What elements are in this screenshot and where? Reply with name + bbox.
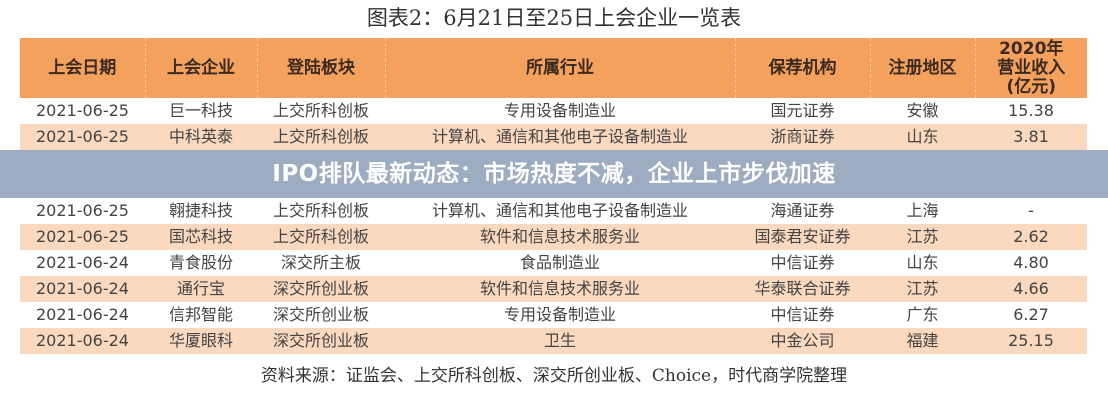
headline-banner-row: IPO排队最新动态：市场热度不减，企业上市步伐加速: [0, 150, 1108, 198]
cell-revenue: 3.81: [975, 124, 1087, 150]
table-header-row: 上会日期 上会企业 登陆板块 所属行业 保荐机构 注册地区 2020年 营业收入 (亿元): [20, 38, 1087, 98]
cell-board: 深交所创业板: [257, 276, 385, 302]
cell-region: 江苏: [870, 224, 975, 250]
headline-banner: IPO排队最新动态：市场热度不减，企业上市步伐加速: [0, 150, 1108, 198]
cell-industry: 计算机、通信和其他电子设备制造业: [385, 124, 735, 150]
cell-date: 2021-06-25: [36, 101, 129, 120]
cell-board: 上交所科创板: [257, 124, 385, 150]
cell-region: 福建: [870, 328, 975, 354]
cell-region: 安徽: [906, 101, 939, 120]
cell-region: 山东: [906, 253, 939, 272]
column-header-region: 注册地区: [869, 38, 975, 98]
cell-industry: 卫生: [385, 328, 735, 354]
cell-board: 上交所科创板: [257, 224, 385, 250]
cell-company: 巨一科技: [168, 101, 233, 120]
table-row: 2021-06-24 信邦智能 深交所创业板 专用设备制造业 中信证券 广东 6.27: [20, 302, 1087, 328]
cell-industry: 计算机、通信和其他电子设备制造业: [431, 201, 688, 220]
cell-company: 翱捷科技: [168, 201, 233, 220]
cell-date: 2021-06-24: [20, 276, 145, 302]
column-header-company: 上会企业: [144, 38, 257, 98]
cell-board: 深交所创业板: [257, 328, 385, 354]
table-title: 图表2：6月21日至25日上会企业一览表: [366, 6, 742, 30]
cell-region: 广东: [906, 305, 939, 324]
table-row: 2021-06-24 青食股份 深交所主板 食品制造业 中信证券 山东 4.80: [20, 250, 1087, 276]
cell-industry: 软件和信息技术服务业: [385, 276, 735, 302]
cell-industry: 专用设备制造业: [503, 101, 616, 120]
cell-sponsor: 华泰联合证券: [735, 276, 870, 302]
cell-sponsor: 中信证券: [770, 253, 835, 272]
cell-date: 2021-06-24: [36, 305, 129, 324]
cell-date: 2021-06-25: [36, 201, 129, 220]
headline-banner-cell: IPO排队最新动态：市场热度不减，企业上市步伐加速: [0, 150, 1108, 198]
cell-revenue: 6.27: [1013, 305, 1049, 324]
cell-date: 2021-06-25: [20, 224, 145, 250]
cell-company: 信邦智能: [168, 305, 233, 324]
cell-sponsor: 国元证券: [770, 101, 835, 120]
cell-revenue: 25.15: [975, 328, 1087, 354]
cell-date: 2021-06-25: [20, 124, 145, 150]
cell-sponsor: 中信证券: [770, 305, 835, 324]
cell-industry: 食品制造业: [519, 253, 600, 272]
cell-company: 国芯科技: [145, 224, 257, 250]
headline-text: IPO排队最新动态：市场热度不减，企业上市步伐加速: [272, 161, 836, 187]
cell-company: 青食股份: [168, 253, 233, 272]
table-row: 2021-06-25 翱捷科技 上交所科创板 计算机、通信和其他电子设备制造业 海通证券…: [20, 198, 1087, 224]
column-header-industry: 所属行业: [384, 38, 735, 98]
table-row: 2021-06-25 国芯科技 上交所科创板 软件和信息技术服务业 国泰君安证券 江苏 2.…: [20, 224, 1087, 250]
cell-sponsor: 中金公司: [735, 328, 870, 354]
cell-revenue: -: [1028, 201, 1034, 220]
column-header-sponsor: 保荐机构: [734, 38, 870, 98]
cell-sponsor: 国泰君安证券: [735, 224, 870, 250]
cell-company: 通行宝: [145, 276, 257, 302]
cell-sponsor: 浙商证券: [735, 124, 870, 150]
column-header-board: 登陆板块: [256, 38, 385, 98]
cell-company: 中科英泰: [145, 124, 257, 150]
cell-date: 2021-06-24: [36, 253, 129, 272]
table-row: 2021-06-25 中科英泰 上交所科创板 计算机、通信和其他电子设备制造业 浙商证券…: [20, 124, 1087, 150]
cell-board: 上交所科创板: [272, 101, 369, 120]
column-header-date: 上会日期: [20, 38, 145, 98]
cell-company: 华厦眼科: [145, 328, 257, 354]
column-header-revenue: 2020年 营业收入 (亿元): [974, 38, 1087, 98]
cell-board: 深交所创业板: [272, 305, 369, 324]
cell-revenue: 4.66: [975, 276, 1087, 302]
cell-revenue: 2.62: [975, 224, 1087, 250]
cell-board: 上交所科创板: [272, 201, 369, 220]
cell-sponsor: 海通证券: [770, 201, 835, 220]
cell-industry: 专用设备制造业: [503, 305, 616, 324]
table-body: 2021-06-25 巨一科技 上交所科创板 专用设备制造业 国元证券 安徽 15.38 20…: [0, 98, 1108, 354]
table-row: 2021-06-24 华厦眼科 深交所创业板 卫生 中金公司 福建 25.15: [20, 328, 1087, 354]
cell-industry: 软件和信息技术服务业: [385, 224, 735, 250]
cell-revenue: 4.80: [1013, 253, 1049, 272]
table-row: 2021-06-25 巨一科技 上交所科创板 专用设备制造业 国元证券 安徽 15.38: [20, 98, 1087, 124]
cell-region: 江苏: [870, 276, 975, 302]
cell-region: 山东: [870, 124, 975, 150]
cell-revenue: 15.38: [1008, 101, 1054, 120]
ipo-table: 上会日期 上会企业 登陆板块 所属行业 保荐机构 注册地区 2020年 营业收入 (亿元) …: [0, 38, 1108, 354]
cell-board: 深交所主板: [280, 253, 361, 272]
table-row: 2021-06-24 通行宝 深交所创业板 软件和信息技术服务业 华泰联合证券 江苏 4.6…: [20, 276, 1087, 302]
cell-region: 上海: [906, 201, 939, 220]
cell-date: 2021-06-24: [20, 328, 145, 354]
source-note: 资料来源：证监会、上交所科创板、深交所创业板、Choice，时代商学院整理: [260, 366, 848, 386]
